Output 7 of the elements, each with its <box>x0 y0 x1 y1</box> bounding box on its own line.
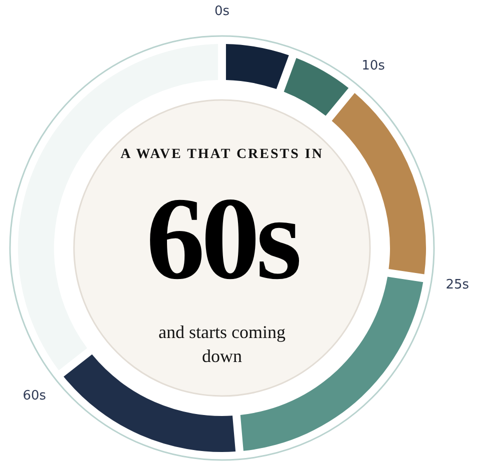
text: and starts coming down <box>158 322 286 366</box>
text: 60s <box>146 173 300 304</box>
slice-label: 0s <box>214 4 230 19</box>
slice-label: 25s <box>446 277 470 292</box>
text: A WAVE THAT CRESTS IN <box>120 147 324 162</box>
slice-label: 10s <box>362 58 386 74</box>
slice-label: 60s <box>22 388 46 404</box>
